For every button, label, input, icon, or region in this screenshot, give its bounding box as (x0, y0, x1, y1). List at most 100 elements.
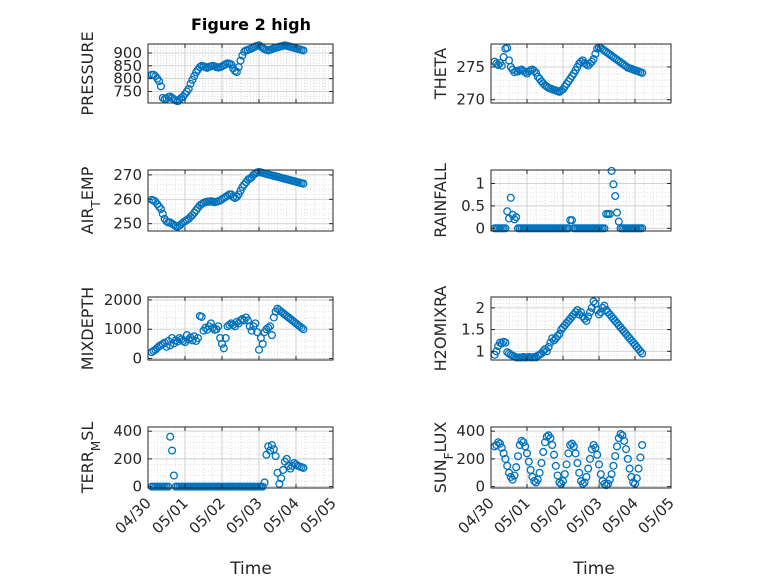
data-point (510, 215, 519, 224)
y-tick-label: 0 (475, 478, 485, 496)
axes-box (490, 43, 672, 104)
y-tick-label: 850 (113, 57, 142, 75)
data-point (585, 308, 595, 317)
data-point (591, 49, 600, 58)
data-point (297, 323, 306, 332)
data-point (260, 478, 269, 487)
data-point (584, 312, 593, 321)
data-point (264, 323, 273, 332)
y-axis-label: MIXDEPTH (78, 287, 97, 370)
data-series (147, 304, 308, 357)
data-point (299, 179, 308, 188)
x-tick-label: 05/04 (260, 494, 303, 537)
y-axis-label-subscript: M (89, 441, 103, 451)
data-point (186, 79, 195, 88)
data-point (512, 463, 521, 472)
data-point (254, 345, 264, 354)
data-point (627, 472, 636, 481)
data-point (190, 72, 199, 81)
y-tick-label: 200 (113, 450, 142, 468)
data-point (217, 339, 227, 348)
x-axis-label-right: Time (572, 559, 615, 579)
y-axis-label-suffix: EMP (78, 166, 97, 200)
data-point (578, 479, 587, 488)
data-point (225, 320, 234, 329)
data-point (495, 439, 505, 448)
data-point (513, 452, 523, 461)
data-point (594, 310, 604, 319)
data-point (638, 349, 647, 358)
y-axis-label-suffix: SL (78, 422, 97, 441)
data-point (158, 93, 167, 102)
data-point (618, 431, 627, 440)
data-point (227, 60, 236, 69)
data-point (549, 450, 559, 459)
data-point (169, 220, 178, 229)
data-point (611, 452, 620, 461)
subplot-h2omixra: 1 1.5 2 H2OMIXRA (431, 286, 672, 372)
data-point (223, 191, 232, 200)
data-point (506, 193, 515, 202)
data-point (266, 322, 275, 331)
data-point (169, 471, 178, 480)
data-point (609, 461, 618, 470)
data-point (540, 438, 550, 447)
data-series (147, 432, 308, 491)
data-point (497, 443, 506, 452)
y-tick-label: 250 (113, 215, 142, 233)
data-point (524, 457, 533, 466)
y-tick-label: 200 (456, 450, 485, 468)
y-axis-label-main: AIR (78, 208, 97, 235)
data-point (519, 438, 528, 447)
data-point (539, 347, 548, 356)
data-point (156, 82, 166, 91)
data-point (571, 449, 580, 458)
x-tick-label: 05/03 (563, 494, 606, 537)
data-point (522, 449, 532, 458)
data-point (584, 464, 593, 473)
data-point (542, 432, 551, 441)
data-point (587, 445, 596, 454)
data-point (238, 314, 247, 324)
y-tick-label: 2 (475, 299, 485, 317)
y-axis-label-main: H2OMIXRA (431, 286, 450, 372)
data-point (530, 477, 539, 486)
data-series (490, 429, 647, 490)
x-tick-label: 05/02 (527, 494, 570, 537)
data-point (258, 339, 267, 348)
data-point (634, 464, 643, 473)
axes-box (147, 296, 334, 361)
x-tick-label: 04/30 (455, 494, 498, 537)
data-point (267, 440, 277, 450)
subplot-mixdepth: 0 1000 2000 MIXDEPTH (78, 287, 334, 370)
y-axis-label-main: SUN (431, 459, 450, 493)
y-tick-label: 0 (132, 478, 142, 496)
data-point (548, 440, 557, 450)
y-tick-label: 1 (475, 342, 485, 360)
data-point (530, 66, 539, 75)
data-point (236, 56, 245, 65)
x-tick-label: 05/01 (491, 494, 534, 537)
x-tick-label: 05/03 (223, 494, 266, 537)
axes-box (147, 426, 334, 489)
data-point (517, 436, 526, 445)
data-point (555, 329, 564, 338)
data-point (607, 166, 616, 175)
y-axis-label: RAINFALL (431, 163, 450, 238)
data-point (600, 224, 609, 233)
y-tick-label: 1000 (104, 320, 142, 338)
data-point (539, 447, 548, 457)
y-axis-label: SUNFLUX (431, 422, 456, 494)
subplot-rainfall: 0 0.5 1 RAINFALL (431, 163, 672, 238)
data-point (251, 319, 260, 328)
data-point (589, 297, 598, 306)
y-tick-label: 1.5 (461, 321, 485, 339)
y-axis-label: AIRTEMP (78, 166, 103, 234)
y-axis-label-main: RAINFALL (431, 163, 450, 238)
data-point (278, 465, 288, 475)
data-series (490, 297, 647, 362)
data-point (531, 68, 541, 77)
data-point (501, 224, 510, 233)
